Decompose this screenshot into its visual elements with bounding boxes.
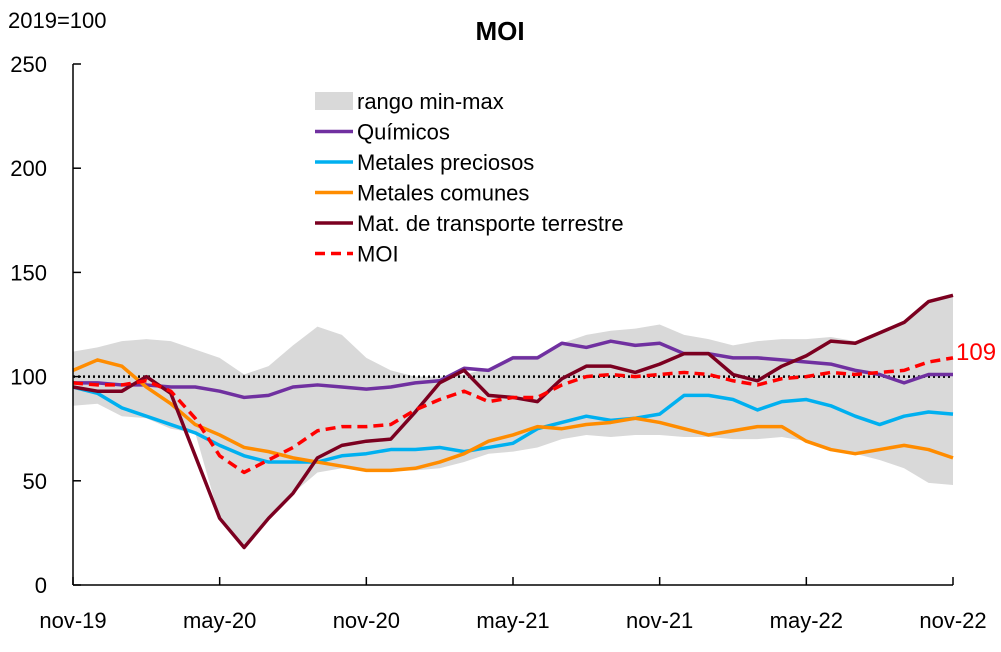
x-tick-label: may-21: [476, 608, 549, 633]
x-tick-label: nov-22: [919, 608, 986, 633]
y-tick-label: 150: [10, 260, 47, 285]
legend-label-0: Químicos: [357, 120, 450, 145]
x-tick-label: may-20: [183, 608, 256, 633]
legend-label-2: Metales comunes: [357, 181, 529, 206]
y-unit-label: 2019=100: [8, 8, 107, 33]
y-tick-label: 250: [10, 52, 47, 77]
series-line-4: [72, 356, 954, 475]
x-tick-label: may-22: [770, 608, 843, 633]
y-tick-label: 0: [35, 573, 47, 598]
chart-title: MOI: [475, 16, 524, 46]
y-tick-label: 200: [10, 156, 47, 181]
y-tick-label: 50: [23, 469, 47, 494]
end-value-label: 109: [956, 339, 996, 366]
series-line-0: [73, 339, 953, 400]
x-tick-label: nov-19: [39, 608, 106, 633]
legend-label-3: Mat. de transporte terrestre: [357, 211, 624, 236]
x-tick-label: nov-20: [333, 608, 400, 633]
legend-label-1: Metales preciosos: [357, 150, 534, 175]
series-line-1: [72, 385, 954, 464]
legend-swatch-band: [315, 92, 353, 110]
series-line-2: [72, 358, 954, 473]
x-tick-label: nov-21: [626, 608, 693, 633]
legend-label-4: MOI: [357, 242, 399, 267]
range-band: [73, 295, 953, 548]
legend-label-band: rango min-max: [357, 89, 504, 114]
y-tick-label: 100: [10, 365, 47, 390]
